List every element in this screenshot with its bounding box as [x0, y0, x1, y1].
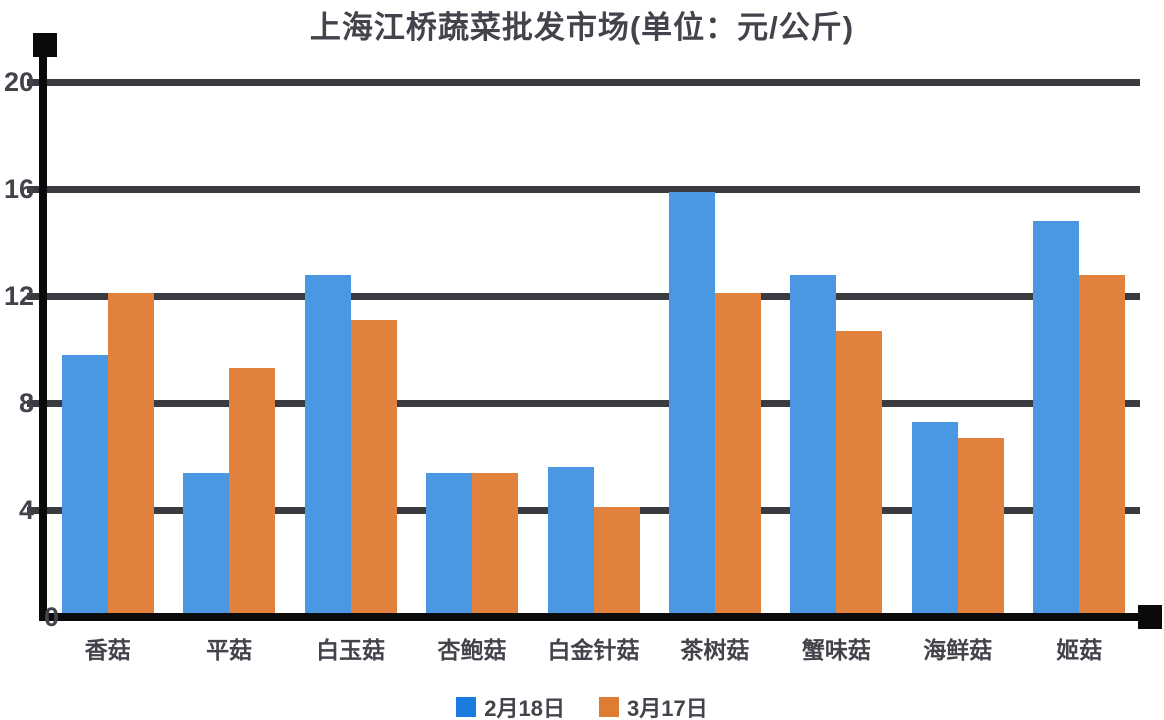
bar-series-0-姬菇	[1033, 221, 1080, 617]
y-axis-tick	[27, 292, 40, 300]
y-axis-tick	[27, 506, 40, 514]
legend-item-series-0[interactable]: 2月18日	[456, 691, 565, 720]
legend-label: 3月17日	[627, 696, 708, 720]
x-axis-label: 姬菇	[1056, 637, 1103, 663]
x-axis-label: 蟹味菇	[801, 637, 871, 663]
x-axis-line	[39, 613, 1140, 621]
bar-series-0-白玉菇	[304, 274, 351, 617]
bar-series-0-香菇	[61, 354, 108, 617]
bar-series-0-茶树菇	[668, 191, 715, 617]
x-axis-label: 茶树菇	[680, 637, 750, 663]
bar-series-1-茶树菇	[714, 293, 761, 617]
y-axis-label: 20	[3, 67, 34, 97]
gridline	[47, 399, 1140, 407]
bar-series-1-蟹味菇	[836, 330, 883, 617]
bar-series-1-平菇	[229, 368, 276, 617]
bar-series-1-香菇	[107, 293, 154, 617]
x-axis-label: 香菇	[84, 637, 131, 663]
bar-series-1-白金针菇	[593, 507, 640, 617]
legend-swatch-blue-icon	[456, 697, 477, 717]
y-axis-label: 16	[3, 174, 34, 204]
bar-series-0-白金针菇	[547, 467, 594, 617]
x-axis-cap-square	[1138, 605, 1162, 629]
bar-series-0-蟹味菇	[790, 274, 837, 617]
bar-series-1-海鲜菇	[957, 437, 1004, 617]
y-axis-label: 4	[18, 495, 34, 525]
bar-series-0-平菇	[183, 472, 230, 617]
y-axis-label: 8	[18, 388, 34, 418]
bar-series-0-杏鲍菇	[426, 472, 473, 617]
chart-title: 上海江桥蔬菜批发市场(单位：元/公斤)	[309, 10, 855, 45]
gridline	[47, 78, 1140, 86]
y-axis-line	[39, 45, 47, 621]
legend-item-series-1[interactable]: 3月17日	[599, 691, 708, 720]
gridline	[47, 292, 1140, 300]
gridline	[47, 185, 1140, 193]
x-axis-label: 白金针菇	[547, 637, 640, 663]
x-axis-label: 白玉菇	[316, 637, 386, 663]
x-axis-label: 海鲜菇	[923, 637, 993, 663]
legend-swatch-orange-icon	[599, 697, 619, 717]
bar-series-1-白玉菇	[350, 320, 397, 617]
y-axis-label: 12	[3, 281, 34, 311]
x-axis-label: 平菇	[206, 637, 253, 663]
legend: 2月18日 3月17日	[0, 691, 1164, 720]
y-axis-tick	[27, 185, 40, 193]
bar-series-1-杏鲍菇	[472, 472, 519, 617]
x-axis-label: 杏鲍菇	[437, 637, 507, 663]
y-axis-tick	[27, 78, 40, 86]
y-axis-tick	[27, 399, 40, 407]
bar-series-1-姬菇	[1079, 274, 1126, 617]
bar-series-0-海鲜菇	[911, 421, 958, 617]
y-axis-label: 0	[44, 602, 60, 632]
legend-label: 2月18日	[484, 696, 565, 720]
